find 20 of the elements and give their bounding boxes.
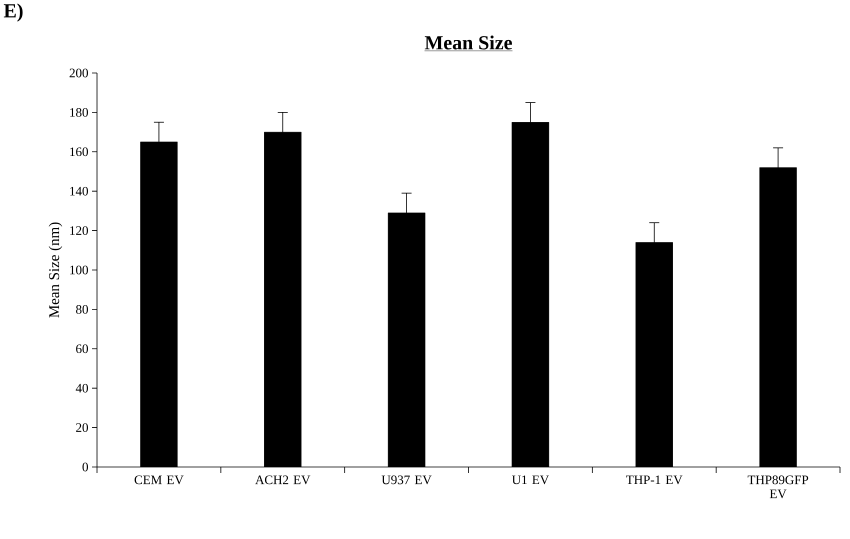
y-tick-label: 60 [76, 344, 88, 354]
chart-title: Mean Size [424, 35, 512, 50]
x-tick-label: CEM EV [134, 476, 184, 484]
y-axis-title: Mean Size (nm) [48, 222, 62, 318]
y-tick-label: 40 [76, 384, 88, 393]
y-tick-label: 100 [70, 266, 88, 274]
y-tick-label: 200 [70, 68, 88, 78]
y-tick-label: 140 [70, 186, 88, 196]
x-tick-label: THP-1 EV [626, 476, 683, 484]
x-tick-label: U1 EV [512, 476, 549, 484]
x-tick-label: U937 EV [382, 476, 432, 484]
y-tick-label: 120 [70, 226, 88, 235]
y-tick-label: 20 [76, 423, 88, 432]
x-tick-label: ACH2 EV [255, 476, 310, 484]
y-tick-label: 160 [70, 147, 88, 156]
x-tick-label: THP89GFP EV [748, 476, 808, 498]
y-tick-label: 0 [82, 462, 88, 472]
y-tick-label: 80 [76, 305, 88, 314]
y-tick-label: 180 [70, 108, 88, 117]
text: E) [4, 4, 23, 22]
